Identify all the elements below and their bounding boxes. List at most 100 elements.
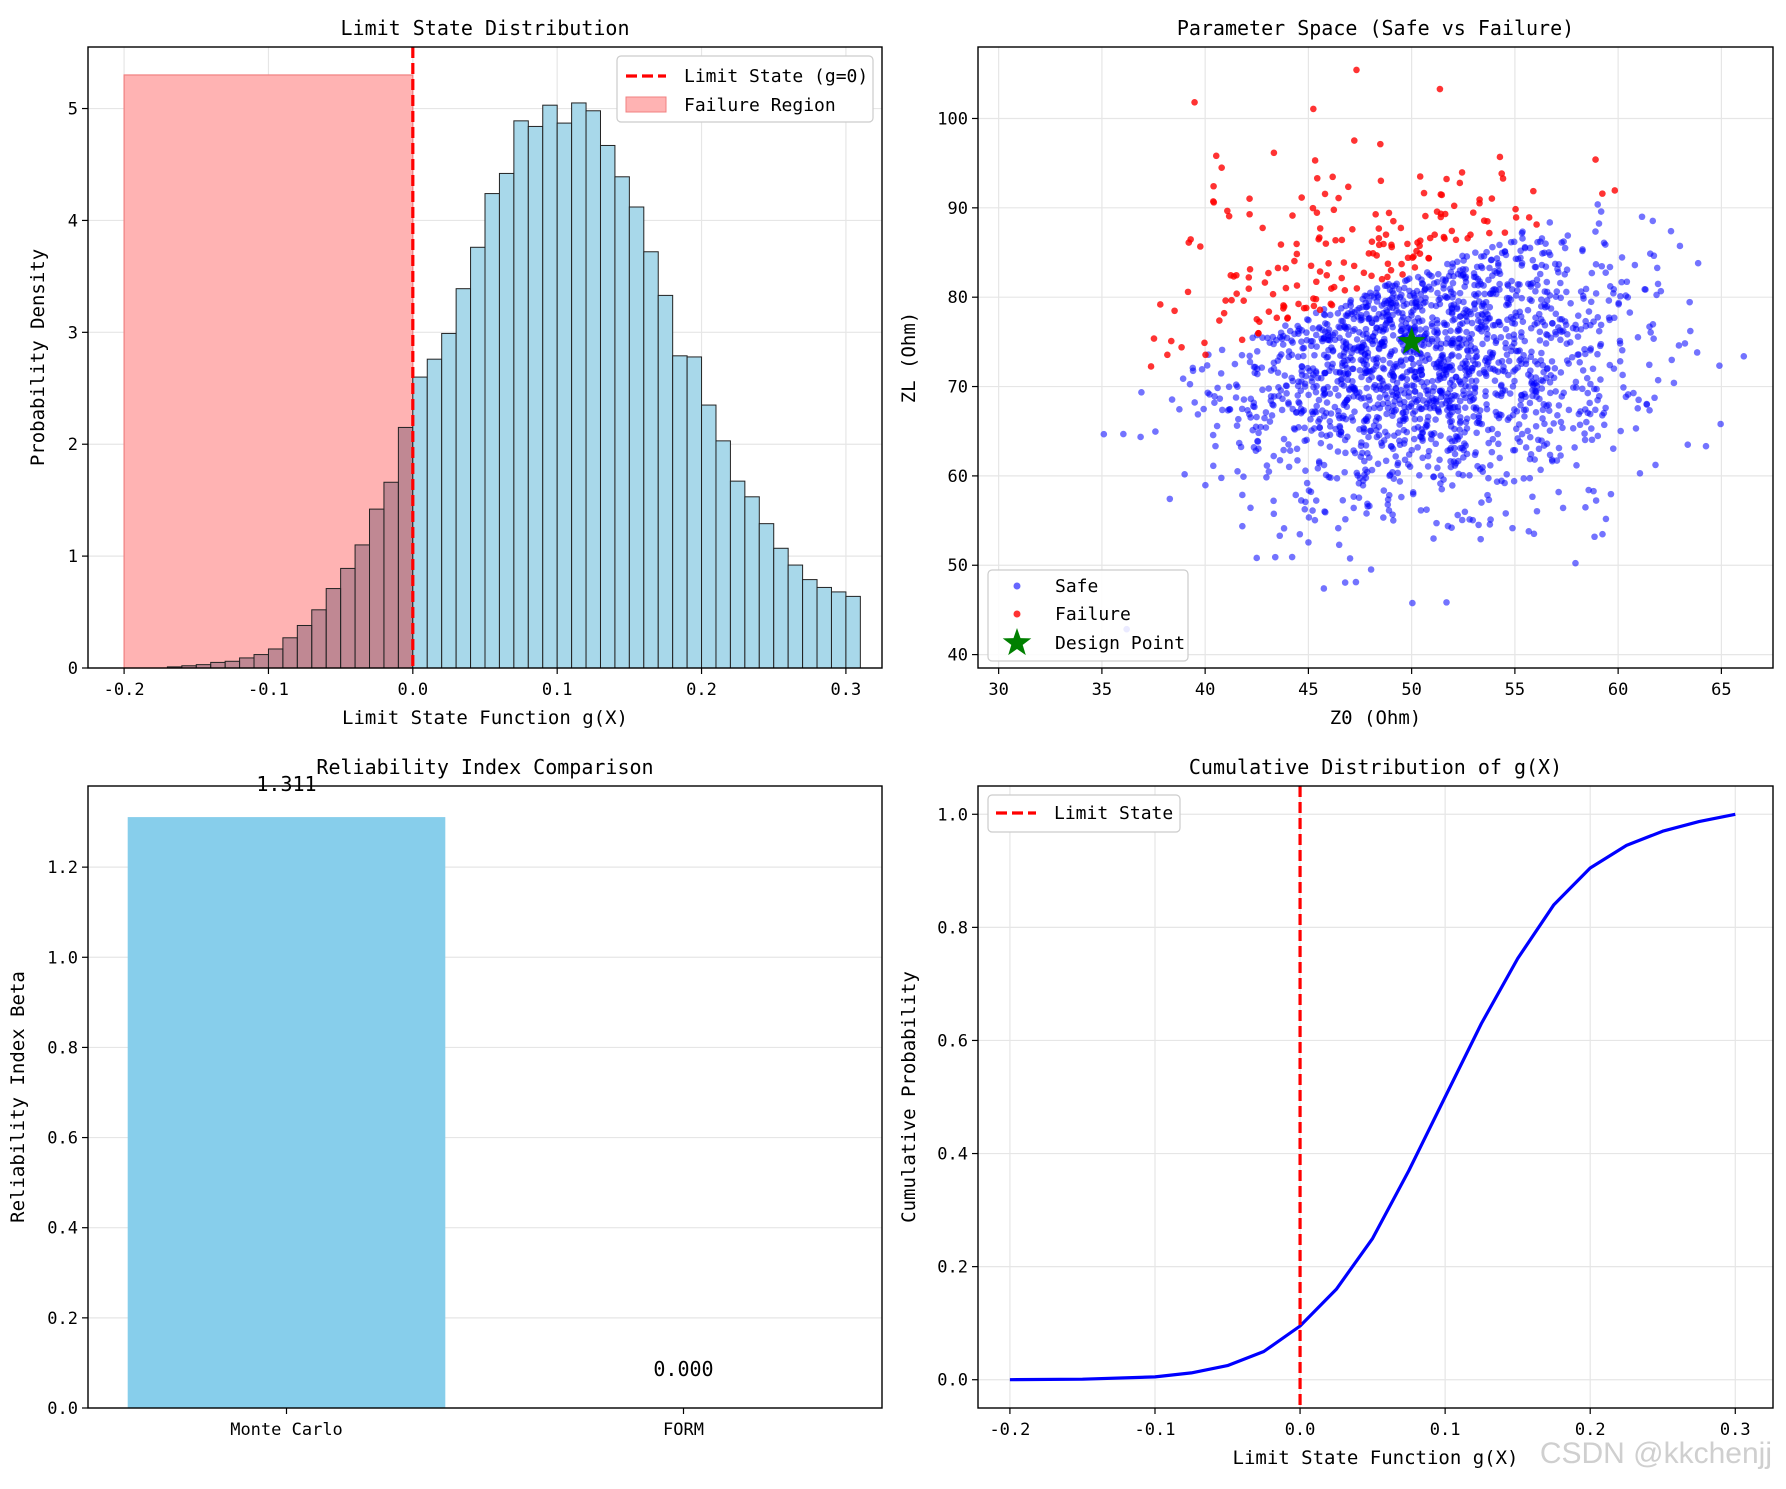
safe-point	[1253, 348, 1261, 355]
safe-point	[1276, 532, 1284, 540]
failure-point	[1147, 363, 1155, 370]
safe-point	[1214, 384, 1221, 392]
safe-point	[1595, 392, 1603, 400]
failure-point	[1216, 317, 1223, 324]
safe-point	[1527, 353, 1535, 361]
safe-point	[1549, 320, 1556, 327]
safe-point	[1572, 378, 1580, 386]
safe-point	[1509, 524, 1516, 532]
axes-frame	[87, 46, 883, 669]
safe-point	[1447, 288, 1455, 296]
safe-point	[1496, 280, 1503, 288]
safe-point	[1630, 389, 1637, 397]
safe-point	[1393, 362, 1401, 370]
safe-point	[1416, 392, 1424, 399]
x-tick-label: -0.1	[248, 680, 289, 700]
safe-point	[1387, 301, 1394, 308]
legend-label: Failure	[1055, 604, 1131, 625]
histogram-bar	[325, 588, 342, 669]
safe-point	[1239, 491, 1246, 499]
safe-point	[1232, 381, 1240, 388]
failure-point	[1171, 307, 1178, 315]
safe-point	[1179, 375, 1187, 383]
safe-point	[1532, 387, 1540, 395]
safe-point	[1478, 302, 1486, 310]
safe-point	[1433, 330, 1441, 338]
failure-point	[1150, 335, 1158, 342]
failure-point	[1332, 236, 1339, 244]
failure-point	[1441, 210, 1449, 218]
safe-point	[1544, 331, 1551, 339]
safe-point	[1435, 408, 1443, 416]
safe-point	[1488, 256, 1495, 264]
safe-point	[1315, 396, 1323, 404]
safe-point	[1263, 474, 1270, 481]
safe-point	[1434, 320, 1441, 327]
safe-point	[1216, 395, 1224, 402]
safe-point	[1396, 396, 1403, 404]
safe-point	[1517, 401, 1524, 409]
safe-point	[1456, 378, 1464, 386]
safe-point	[1616, 357, 1624, 365]
safe-point	[1400, 440, 1408, 447]
failure-point	[1323, 271, 1331, 279]
safe-point	[1577, 408, 1584, 415]
histogram-bar	[657, 294, 674, 669]
safe-point	[1555, 402, 1563, 409]
safe-point	[1357, 316, 1364, 324]
safe-point	[1429, 377, 1436, 385]
safe-point	[1389, 517, 1397, 524]
failure-point	[1399, 271, 1406, 278]
safe-point	[1285, 463, 1293, 471]
failure-point	[1450, 202, 1458, 210]
safe-point	[1294, 457, 1301, 464]
safe-point	[1740, 352, 1748, 360]
safe-point	[1463, 360, 1470, 367]
safe-point	[1305, 487, 1313, 494]
safe-point	[1466, 472, 1473, 479]
y-tick-label: 0.8	[937, 918, 968, 938]
failure-point	[1441, 235, 1448, 242]
safe-point	[1362, 466, 1369, 474]
x-axis-label: Limit State Function g(X)	[342, 707, 628, 729]
safe-point	[1479, 464, 1486, 471]
safe-point	[1285, 348, 1293, 355]
safe-point	[1496, 241, 1503, 249]
failure-point	[1416, 250, 1424, 257]
safe-point	[1326, 311, 1334, 319]
safe-point	[1430, 397, 1437, 404]
safe-point	[1317, 439, 1325, 447]
y-tick-label: 0.0	[47, 1399, 78, 1419]
safe-point	[1554, 265, 1561, 273]
safe-point	[1292, 491, 1300, 499]
safe-point	[1437, 294, 1444, 302]
safe-point	[1446, 418, 1454, 426]
safe-point	[1618, 278, 1625, 286]
safe-point	[1346, 555, 1354, 562]
safe-point	[1432, 440, 1440, 448]
failure-point	[1378, 275, 1386, 283]
safe-point	[1496, 454, 1504, 462]
legend: Limit State	[987, 794, 1181, 833]
legend-safe-swatch	[1013, 582, 1021, 590]
safe-point	[1547, 389, 1554, 397]
safe-point	[1591, 533, 1598, 541]
safe-point	[1460, 298, 1467, 306]
histogram-bar	[253, 654, 269, 669]
safe-point	[1262, 409, 1270, 416]
safe-point	[1459, 444, 1466, 452]
failure-point	[1316, 306, 1324, 314]
safe-point	[1294, 353, 1302, 361]
safe-point	[1458, 516, 1466, 524]
safe-point	[1418, 405, 1426, 413]
safe-point	[1278, 406, 1286, 414]
safe-point	[1321, 508, 1329, 516]
safe-point	[1600, 421, 1608, 429]
safe-point	[1191, 399, 1198, 406]
safe-point	[1373, 324, 1381, 331]
safe-point	[1378, 439, 1385, 447]
safe-point	[1437, 480, 1444, 487]
safe-point	[1321, 369, 1328, 377]
safe-point	[1332, 385, 1339, 393]
safe-point	[1309, 507, 1316, 514]
